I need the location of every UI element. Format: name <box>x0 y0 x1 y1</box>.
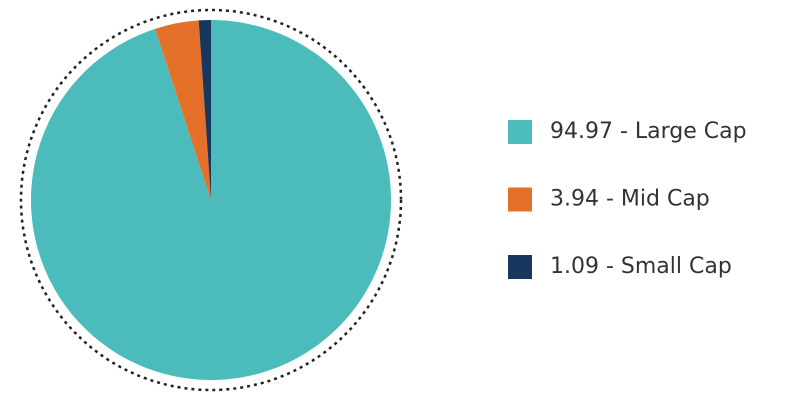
legend-label: 3.94 - Mid Cap <box>550 187 710 212</box>
pie-slice <box>198 20 211 200</box>
legend-label: 94.97 - Large Cap <box>550 119 747 144</box>
legend-swatch <box>508 187 532 212</box>
legend-swatch <box>508 255 532 279</box>
pie-slice <box>31 20 392 380</box>
legend-swatch <box>508 120 532 144</box>
outline <box>19 8 403 392</box>
legend-label: 1.09 - Small Cap <box>550 254 732 279</box>
pie-slice <box>155 20 211 201</box>
